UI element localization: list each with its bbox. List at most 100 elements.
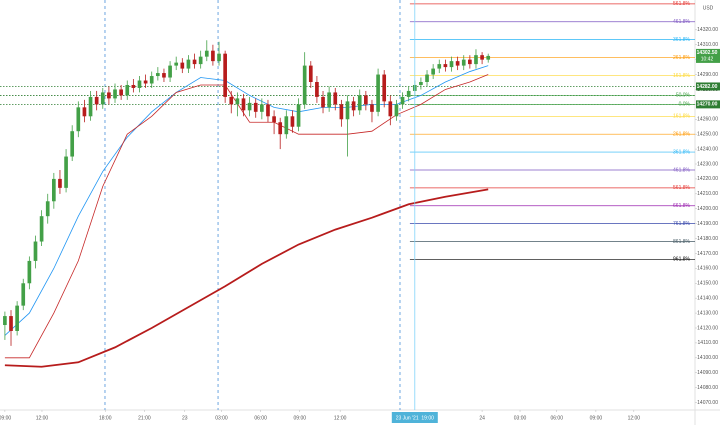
y-tick-label: 14310.00 — [697, 42, 718, 48]
y-tick-label: 14320.00 — [697, 27, 718, 33]
candle-body — [211, 50, 215, 62]
y-tick-label: 14110.00 — [698, 340, 719, 346]
x-tick-label: 03:00 — [215, 415, 228, 421]
candle-body — [3, 316, 7, 326]
candle-body — [64, 156, 68, 188]
x-tick-label: 06:00 — [254, 415, 267, 421]
candle-body — [113, 89, 117, 99]
candle-body — [333, 92, 338, 105]
candle-body — [382, 74, 387, 102]
candle-body — [474, 55, 478, 65]
x-tick-label: 12:00 — [334, 415, 347, 421]
candle-body — [327, 92, 331, 108]
candle-body — [76, 107, 81, 132]
candle-body — [290, 116, 295, 127]
last-price-box — [696, 48, 720, 63]
candle-body — [204, 50, 209, 57]
x-tick-label: 18:00 — [99, 415, 112, 421]
y-tick-label: 14260.00 — [697, 117, 718, 123]
candle-body — [449, 61, 454, 68]
candle-body — [339, 104, 344, 120]
candle-body — [131, 84, 136, 88]
x-tick-label: 23 — [182, 415, 188, 421]
candle-body — [45, 201, 50, 217]
countdown-label: 10:42 — [701, 57, 714, 63]
fib-label: 461.8% — [673, 19, 691, 25]
candle-body — [94, 96, 99, 105]
candle-body — [119, 89, 123, 96]
candle-body — [100, 92, 105, 105]
fib-label: 261.8% — [673, 55, 691, 61]
fib-label: 361.8% — [673, 37, 691, 43]
y-tick-label: 14190.00 — [697, 221, 718, 227]
candle-body — [162, 73, 166, 78]
candle-body — [400, 96, 405, 105]
y-tick-label: 14140.00 — [697, 296, 718, 302]
candle-body — [357, 95, 362, 111]
candle-body — [33, 241, 38, 261]
y-tick-label: 14180.00 — [697, 236, 718, 242]
fib-label: 461.8% — [673, 167, 691, 173]
candle-body — [168, 65, 172, 78]
y-tick-label: 14120.00 — [697, 325, 718, 331]
candle-body — [149, 76, 154, 84]
candle-body — [52, 178, 56, 202]
x-tick-label: 09:00 — [590, 415, 603, 421]
candle-body — [143, 80, 148, 84]
y-tick-label: 14230.00 — [697, 161, 718, 167]
x-tick-label: 21:00 — [138, 415, 151, 421]
y-tick-label: 14290.00 — [697, 72, 718, 78]
y-tick-label: 14070.00 — [697, 400, 718, 406]
candle-body — [443, 64, 448, 68]
price-box-label: 14282.00 — [697, 84, 718, 90]
candle-body — [223, 53, 227, 97]
candle-body — [364, 95, 368, 105]
candle-body — [480, 55, 484, 60]
candle-body — [486, 55, 491, 60]
candle-body — [186, 59, 191, 69]
candle-body — [406, 90, 411, 97]
candle-body — [235, 98, 240, 105]
x-tick-label: 12:00 — [628, 415, 641, 421]
x-tick-label: 03:00 — [514, 415, 527, 421]
candle-body — [321, 96, 325, 108]
candle-body — [272, 116, 276, 123]
y-tick-label: 14240.00 — [697, 146, 718, 152]
candle-body — [351, 101, 356, 111]
fib-label: 161.8% — [673, 114, 691, 120]
x-tick-label: 09:00 — [0, 415, 11, 421]
candle-body — [21, 283, 26, 306]
fib-label: 361.8% — [673, 149, 691, 155]
x-tick-label: 09:00 — [294, 415, 307, 421]
price-box — [696, 100, 720, 109]
candle-body — [278, 122, 283, 135]
candle-body — [284, 116, 289, 135]
candle-body — [27, 260, 32, 284]
y-tick-label: 14080.00 — [697, 385, 718, 391]
y-tick-label: 14100.00 — [697, 355, 718, 361]
fib-label: 261.8% — [673, 132, 691, 138]
candle-body — [315, 82, 319, 97]
candle-body — [58, 178, 62, 188]
candle-body — [419, 82, 423, 85]
y-tick-label: 14090.00 — [697, 370, 718, 376]
candle-body — [431, 68, 435, 75]
indicator-line — [4, 188, 489, 368]
x-tick-label: 12:00 — [36, 415, 49, 421]
candle-body — [70, 131, 75, 157]
fib-label: 861.8% — [673, 239, 691, 245]
candle-body — [107, 92, 111, 99]
candle-body — [468, 59, 472, 65]
candle-body — [260, 104, 264, 112]
candle-body — [388, 101, 393, 117]
x-tick-label: 24 — [479, 415, 485, 421]
candle-body — [345, 101, 350, 120]
y-tick-label: 14130.00 — [697, 310, 718, 316]
candle-body — [241, 98, 246, 111]
candle-body — [88, 96, 93, 117]
candle-body — [156, 73, 160, 77]
candle-body — [247, 102, 252, 111]
